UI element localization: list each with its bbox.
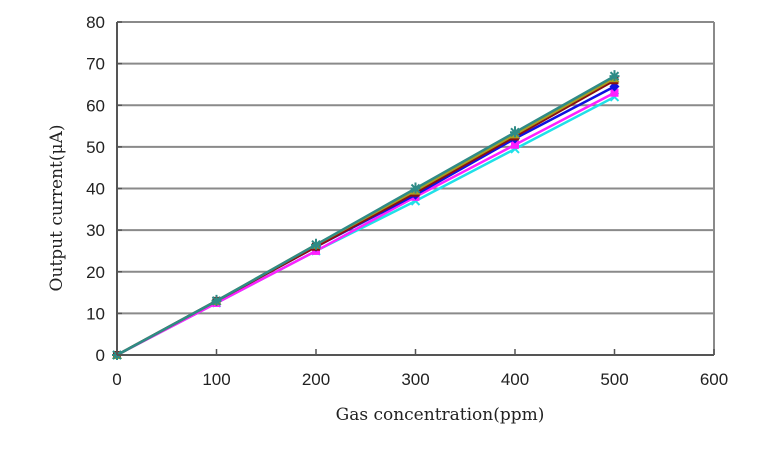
x-tick-label: 600 [700, 370, 728, 389]
y-tick-label: 80 [86, 13, 105, 32]
y-tick-label: 30 [86, 221, 105, 240]
y-tick-label: 20 [86, 263, 105, 282]
data-point [311, 238, 321, 250]
data-point [410, 182, 421, 194]
series [112, 70, 620, 360]
x-tick-label: 200 [302, 370, 330, 389]
y-tick-label: 10 [86, 304, 105, 323]
series-line [116, 91, 616, 357]
data-point [510, 126, 520, 138]
x-tick-label: 500 [600, 370, 628, 389]
x-tick-label: 400 [501, 370, 529, 389]
data-point [511, 140, 519, 149]
x-axis-label: Gas concentration(ppm) [336, 405, 545, 425]
x-tick-label: 100 [202, 370, 230, 389]
x-tick-label: 300 [401, 370, 429, 389]
x-tick-label: 0 [112, 370, 121, 389]
y-tick-label: 60 [86, 96, 105, 115]
series [113, 88, 619, 359]
gridlines [117, 21, 715, 355]
y-tick-label: 40 [86, 180, 105, 199]
data-point [610, 88, 619, 97]
y-axis-label: Output current(μA) [47, 125, 67, 292]
series [112, 92, 620, 360]
series-group [112, 70, 620, 360]
tick-labels: 0 10 20 30 40 50 60 70 80 0 100 200 300 400 500 600 [86, 13, 728, 389]
y-tick-label: 0 [96, 346, 105, 365]
axes [116, 21, 715, 356]
y-tick-label: 70 [86, 55, 105, 74]
series-line [116, 75, 616, 357]
data-point [211, 294, 222, 306]
data-point [609, 70, 620, 82]
y-tick-label: 50 [86, 138, 105, 157]
